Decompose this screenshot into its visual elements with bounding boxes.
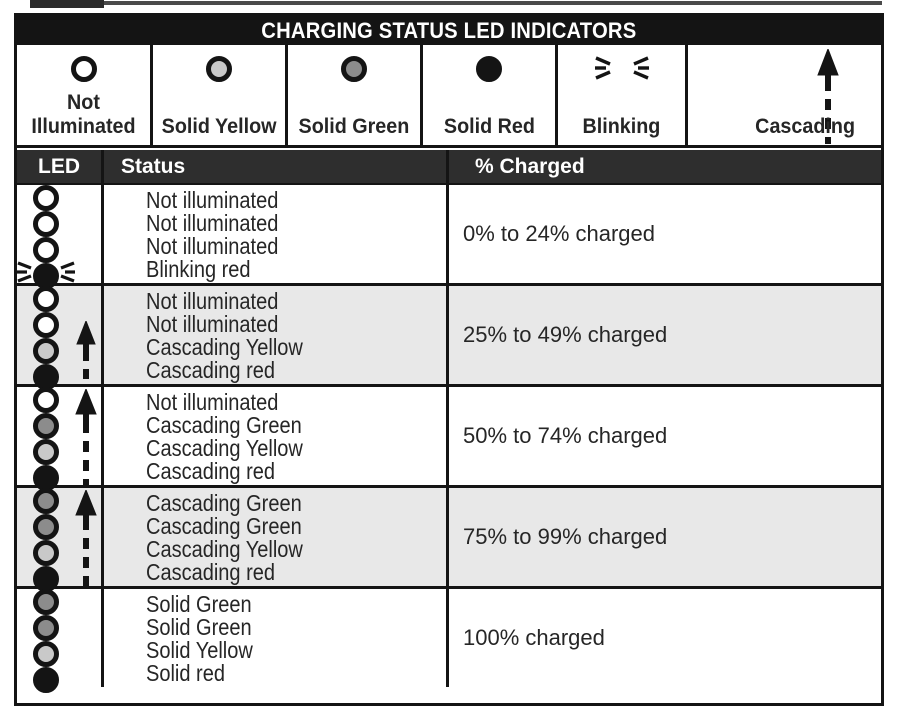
status-line: Not illuminated bbox=[146, 311, 279, 337]
status-line: Cascading Green bbox=[146, 490, 302, 516]
scan-artifact bbox=[104, 1, 882, 5]
header-percent-charged: % Charged bbox=[475, 155, 585, 178]
blink-rays-left-icon bbox=[17, 261, 32, 283]
status-line: Solid red bbox=[146, 660, 225, 686]
status-line: Cascading red bbox=[146, 559, 276, 585]
charged-cell: 50% to 74% charged bbox=[463, 423, 668, 448]
led-yellow-icon bbox=[33, 439, 59, 465]
status-line: Not illuminated bbox=[146, 233, 279, 259]
table-row: Not illuminated Not illuminated Not illu… bbox=[17, 183, 881, 289]
table-header-row: LED Status % Charged bbox=[17, 150, 881, 183]
legend-solid-yellow: Solid Yellow bbox=[153, 45, 288, 145]
led-cell bbox=[17, 387, 104, 491]
status-cell: Not illuminated Not illuminated Cascadin… bbox=[104, 286, 449, 384]
charging-status-table: CHARGING STATUS LED INDICATORS Not Illum… bbox=[14, 13, 884, 706]
status-line: Blinking red bbox=[146, 256, 251, 282]
status-line: Cascading red bbox=[146, 458, 276, 484]
charged-cell: 75% to 99% charged bbox=[463, 524, 668, 549]
status-cell: Not illuminated Cascading Green Cascadin… bbox=[104, 387, 449, 485]
legend-label: Blinking bbox=[582, 115, 661, 138]
charged-cell: 25% to 49% charged bbox=[463, 322, 668, 347]
led-cell bbox=[17, 589, 104, 693]
table-title-bar: CHARGING STATUS LED INDICATORS bbox=[17, 16, 881, 45]
legend-solid-red: Solid Red bbox=[423, 45, 558, 145]
table-row: Not illuminated Not illuminated Cascadin… bbox=[17, 283, 881, 390]
led-green-icon bbox=[33, 488, 59, 514]
status-line: Not illuminated bbox=[146, 187, 279, 213]
status-cell: Solid Green Solid Green Solid Yellow Sol… bbox=[104, 589, 449, 687]
status-line: Cascading Yellow bbox=[146, 536, 303, 562]
status-line: Solid Yellow bbox=[146, 637, 253, 663]
cascading-arrow-icon bbox=[75, 490, 97, 586]
status-line: Cascading Green bbox=[146, 513, 302, 539]
led-yellow-icon bbox=[33, 338, 59, 364]
cascading-arrow-icon bbox=[76, 321, 96, 381]
cascading-arrow-icon bbox=[75, 389, 97, 485]
legend-not-illuminated: Not Illuminated bbox=[17, 45, 153, 145]
status-line: Not illuminated bbox=[146, 288, 279, 314]
led-cell bbox=[17, 488, 104, 592]
status-line: Solid Green bbox=[146, 591, 252, 617]
cascading-arrow-icon bbox=[817, 49, 839, 144]
led-green-icon bbox=[33, 615, 59, 641]
led-not-illuminated-icon bbox=[33, 237, 59, 263]
status-line: Not illuminated bbox=[146, 210, 279, 236]
led-not-illuminated-icon bbox=[33, 185, 59, 211]
led-not-illuminated-icon bbox=[70, 56, 97, 82]
legend-label: Not Illuminated bbox=[31, 91, 136, 138]
page-title: CHARGING STATUS LED INDICATORS bbox=[261, 18, 637, 43]
led-not-illuminated-icon bbox=[33, 312, 59, 338]
led-green-icon bbox=[33, 589, 59, 615]
led-red-icon bbox=[33, 364, 59, 390]
status-line: Solid Green bbox=[146, 614, 252, 640]
legend-blinking: Blinking bbox=[558, 45, 688, 145]
status-line: Cascading red bbox=[146, 357, 276, 383]
status-line: Cascading Green bbox=[146, 412, 302, 438]
scan-artifact bbox=[30, 0, 104, 8]
led-solid-red-icon bbox=[476, 56, 502, 82]
header-led: LED bbox=[17, 150, 104, 183]
status-line: Not illuminated bbox=[146, 389, 279, 415]
status-cell: Cascading Green Cascading Green Cascadin… bbox=[104, 488, 449, 586]
table-row: Solid Green Solid Green Solid Yellow Sol… bbox=[17, 586, 881, 693]
legend-label: Solid Red bbox=[443, 115, 535, 138]
status-line: Cascading Yellow bbox=[146, 435, 303, 461]
legend-label: Solid Yellow bbox=[161, 115, 277, 138]
led-not-illuminated-icon bbox=[33, 387, 59, 413]
legend-row: Not Illuminated Solid Yellow Solid Green… bbox=[17, 45, 881, 148]
table-row: Cascading Green Cascading Green Cascadin… bbox=[17, 485, 881, 592]
led-not-illuminated-icon bbox=[33, 211, 59, 237]
led-solid-green-icon bbox=[341, 56, 367, 82]
led-green-icon bbox=[33, 413, 59, 439]
led-not-illuminated-icon bbox=[33, 286, 59, 312]
led-yellow-icon bbox=[33, 641, 59, 667]
led-cell bbox=[17, 185, 104, 289]
legend-label: Cascading bbox=[754, 115, 855, 138]
header-status: Status bbox=[104, 150, 449, 183]
blink-rays-right-icon bbox=[60, 261, 75, 283]
led-cell bbox=[17, 286, 104, 390]
legend-solid-green: Solid Green bbox=[288, 45, 423, 145]
status-line: Cascading Yellow bbox=[146, 334, 303, 360]
charged-cell: 100% charged bbox=[463, 625, 605, 650]
table-row: Not illuminated Cascading Green Cascadin… bbox=[17, 384, 881, 491]
legend-cascading: Cascading bbox=[688, 45, 881, 145]
led-yellow-icon bbox=[33, 540, 59, 566]
status-cell: Not illuminated Not illuminated Not illu… bbox=[104, 185, 449, 283]
blinking-icon bbox=[594, 56, 649, 80]
led-red-icon bbox=[33, 667, 59, 693]
legend-label: Solid Green bbox=[298, 115, 410, 138]
led-solid-yellow-icon bbox=[206, 56, 232, 82]
charged-cell: 0% to 24% charged bbox=[463, 221, 656, 246]
led-red-icon bbox=[33, 465, 59, 491]
led-green-icon bbox=[33, 514, 59, 540]
